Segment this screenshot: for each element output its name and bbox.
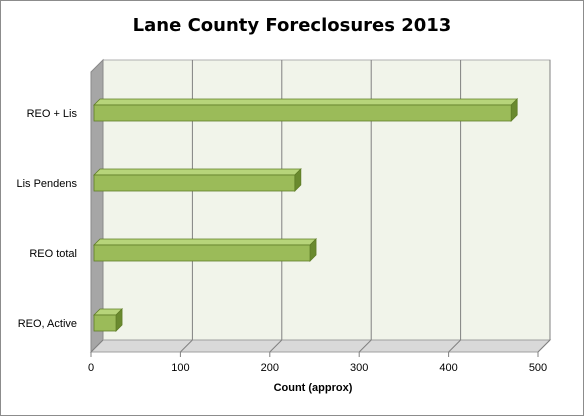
bar [93, 168, 302, 192]
chart-title: Lane County Foreclosures 2013 [132, 15, 452, 36]
bar-top [93, 98, 519, 106]
tick-label: 300 [350, 362, 368, 374]
floor-gridline [448, 339, 461, 353]
bar [93, 98, 519, 122]
floor [89, 339, 552, 353]
tick-label: 0 [88, 362, 94, 374]
category-label: Lis Pendens [16, 178, 77, 190]
category-labels: REO + Lis Lis Pendens REO total REO, Active [16, 108, 77, 330]
bar-front [93, 174, 296, 192]
bar [93, 308, 123, 332]
bar [93, 238, 317, 262]
floor-gridline [269, 339, 283, 353]
bar-front [93, 314, 117, 332]
tick-label: 100 [171, 362, 189, 374]
bars [93, 98, 519, 332]
bar-top [93, 168, 302, 176]
floor-gridline [537, 339, 551, 353]
category-label: REO + Lis [27, 108, 78, 120]
x-axis-title: Count (approx) [274, 382, 353, 394]
tick-label: 200 [261, 362, 279, 374]
floor-gridline [180, 339, 193, 353]
bar-front [93, 104, 512, 122]
bar-top [93, 238, 317, 246]
tick-label: 500 [529, 362, 547, 374]
floor-gridline [358, 339, 372, 353]
category-label: REO total [29, 248, 77, 260]
category-label: REO, Active [18, 318, 77, 330]
floor-gridline [90, 339, 104, 353]
bar-front [93, 244, 311, 262]
tick-label: 400 [439, 362, 457, 374]
tick-labels: 0 100 200 300 400 500 [88, 362, 547, 374]
